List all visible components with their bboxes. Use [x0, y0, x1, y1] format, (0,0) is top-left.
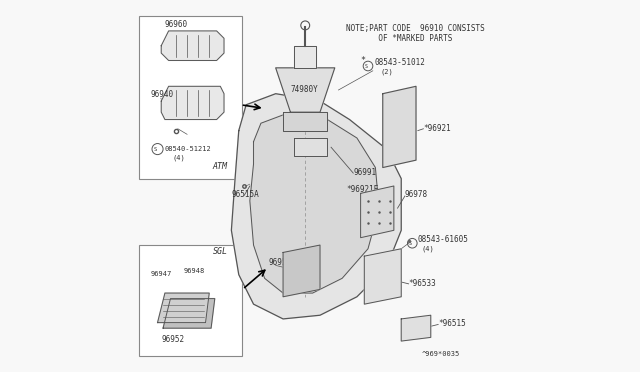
Text: *96533: *96533 — [408, 279, 436, 288]
Text: *96515: *96515 — [438, 319, 466, 328]
Text: *96921: *96921 — [424, 124, 451, 132]
Text: NOTE;PART CODE  96910 CONSISTS
       OF *MARKED PARTS: NOTE;PART CODE 96910 CONSISTS OF *MARKED… — [346, 23, 484, 43]
Polygon shape — [161, 31, 224, 61]
Text: S: S — [154, 147, 157, 151]
Polygon shape — [294, 46, 316, 68]
Text: 96960: 96960 — [165, 20, 188, 29]
Text: ATM: ATM — [213, 163, 228, 171]
Polygon shape — [232, 94, 401, 319]
Polygon shape — [401, 315, 431, 341]
Polygon shape — [157, 293, 209, 323]
Text: ^969*0035: ^969*0035 — [422, 351, 460, 357]
Text: (4): (4) — [172, 154, 185, 161]
Polygon shape — [383, 86, 416, 167]
Text: 96947: 96947 — [150, 272, 172, 278]
Polygon shape — [283, 245, 320, 297]
Text: 74980Y: 74980Y — [291, 85, 318, 94]
Text: SGL: SGL — [213, 247, 228, 256]
Text: *96921E: *96921E — [346, 185, 378, 193]
Text: 96952: 96952 — [161, 335, 184, 344]
Text: (4): (4) — [422, 246, 435, 252]
Text: 96952: 96952 — [268, 259, 291, 267]
Text: 08543-51012: 08543-51012 — [374, 58, 426, 67]
Text: S: S — [365, 64, 367, 68]
Polygon shape — [283, 112, 328, 131]
Polygon shape — [294, 138, 328, 157]
Text: 96948: 96948 — [184, 268, 205, 274]
Polygon shape — [276, 68, 335, 112]
Text: 96940: 96940 — [150, 90, 173, 99]
Text: (2): (2) — [381, 68, 394, 75]
Text: 96515A: 96515A — [232, 190, 259, 199]
Text: S: S — [409, 241, 412, 246]
FancyBboxPatch shape — [139, 245, 243, 356]
Text: 08543-61605: 08543-61605 — [418, 235, 468, 244]
Text: 96978: 96978 — [405, 190, 428, 199]
Text: 08540-51212: 08540-51212 — [165, 146, 212, 152]
Polygon shape — [163, 299, 215, 328]
Text: *: * — [360, 57, 365, 65]
Polygon shape — [364, 249, 401, 304]
Polygon shape — [250, 112, 379, 293]
Text: 96991: 96991 — [353, 168, 376, 177]
FancyBboxPatch shape — [139, 16, 243, 179]
Polygon shape — [360, 186, 394, 238]
Polygon shape — [161, 86, 224, 119]
